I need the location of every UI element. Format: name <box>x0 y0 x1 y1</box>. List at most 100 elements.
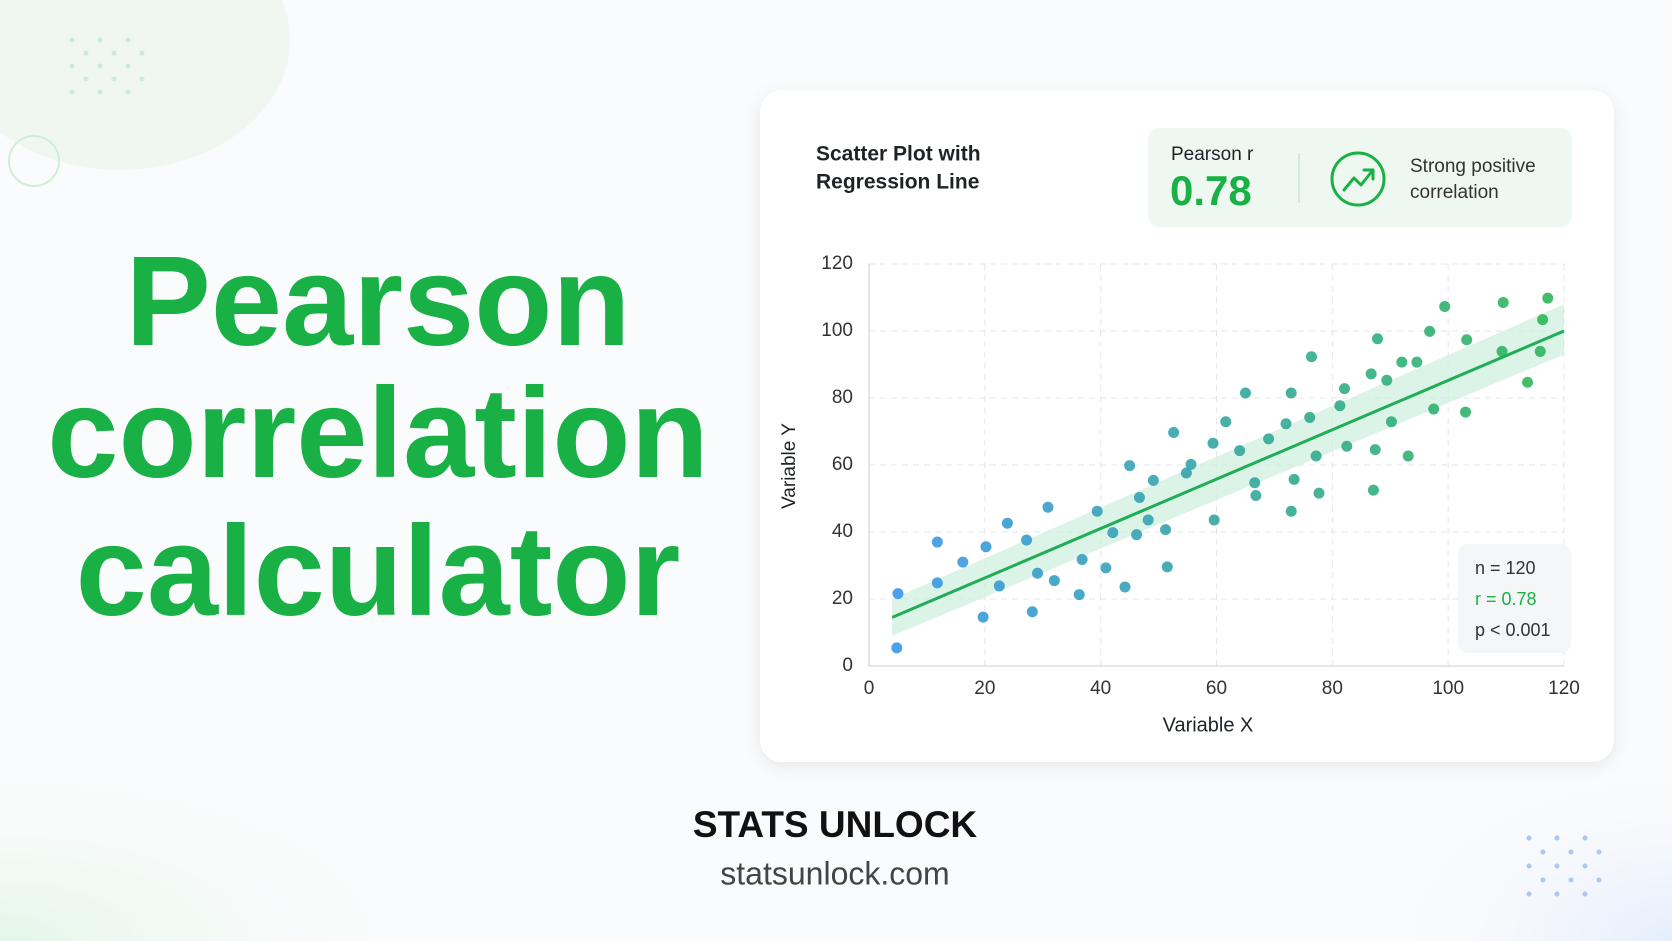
chart-title: Regression Line <box>816 171 979 194</box>
trend-icon <box>1362 168 1375 181</box>
point <box>1073 589 1085 601</box>
dot <box>1582 863 1588 869</box>
point <box>1285 387 1297 399</box>
point <box>1372 333 1384 345</box>
point <box>1133 491 1145 503</box>
dot <box>69 89 75 95</box>
point <box>1185 458 1197 470</box>
point <box>957 556 969 568</box>
trend-icon <box>1330 151 1386 207</box>
dot <box>1526 835 1532 841</box>
dot <box>1526 891 1532 897</box>
point <box>980 541 992 553</box>
point <box>1522 376 1534 388</box>
dot <box>97 89 103 95</box>
point <box>1285 505 1297 517</box>
dot <box>83 50 89 56</box>
point <box>1263 433 1275 445</box>
stat: p < 0.001 <box>1475 620 1551 640</box>
point <box>1341 440 1353 452</box>
point <box>1142 514 1154 526</box>
point <box>1411 356 1423 368</box>
point <box>1119 581 1131 593</box>
point <box>1250 489 1262 501</box>
dot <box>1554 891 1560 897</box>
summary-label: Pearson r <box>1171 144 1254 165</box>
point <box>1496 345 1508 357</box>
point <box>1288 473 1300 485</box>
y-tick-label: 120 <box>821 253 853 274</box>
point <box>1249 477 1261 489</box>
y-tick-label: 100 <box>821 320 853 341</box>
point <box>1026 606 1038 618</box>
dots <box>1526 835 1602 897</box>
point <box>1180 467 1192 479</box>
point <box>1497 297 1509 309</box>
point <box>892 588 904 600</box>
point <box>1107 527 1119 539</box>
y-tick-label: 20 <box>832 588 853 609</box>
dot <box>125 63 131 69</box>
headline-line: calculator <box>76 500 681 643</box>
summary-value: 0.78 <box>1170 167 1252 214</box>
point <box>1367 484 1379 496</box>
dot <box>1582 835 1588 841</box>
point <box>1402 450 1414 462</box>
x-tick-label: 0 <box>864 678 875 699</box>
point <box>1239 387 1251 399</box>
dots <box>69 37 145 95</box>
dot <box>1596 877 1602 883</box>
point <box>977 611 989 623</box>
y-axis-label: Variable Y <box>779 423 800 509</box>
point <box>1048 575 1060 587</box>
dot <box>111 50 117 56</box>
point <box>931 577 943 589</box>
y-tick-label: 60 <box>832 454 853 475</box>
point <box>1313 487 1325 499</box>
dot <box>1540 849 1546 855</box>
point <box>1381 374 1393 386</box>
point <box>993 580 1005 592</box>
point <box>1207 437 1219 449</box>
y-tick-label: 80 <box>832 387 853 408</box>
ring <box>8 135 60 187</box>
dot <box>1596 849 1602 855</box>
point <box>1439 301 1451 313</box>
point <box>1001 517 1013 529</box>
x-tick-label: 40 <box>1090 678 1111 699</box>
dot <box>125 89 131 95</box>
point <box>1042 501 1054 513</box>
point <box>1168 427 1180 439</box>
point <box>891 642 903 654</box>
brand-url: statsunlock.com <box>720 855 949 891</box>
point <box>1460 406 1472 418</box>
x-tick-label: 20 <box>974 678 995 699</box>
point <box>1220 416 1232 428</box>
dot <box>1526 863 1532 869</box>
dot <box>1554 835 1560 841</box>
point <box>1396 356 1408 368</box>
dot <box>139 50 145 56</box>
brand-name: STATS UNLOCK <box>693 804 978 845</box>
y-tick-label: 0 <box>842 655 853 676</box>
summary-box <box>1148 128 1572 227</box>
headline-line: correlation <box>47 362 709 505</box>
blob <box>0 0 290 170</box>
point <box>1365 368 1377 380</box>
trend-icon <box>1342 168 1375 192</box>
dot <box>83 76 89 82</box>
point <box>1021 534 1033 546</box>
dot <box>111 76 117 82</box>
point <box>1305 351 1317 363</box>
point <box>1032 567 1044 579</box>
point <box>1424 325 1436 337</box>
dot <box>1582 891 1588 897</box>
dot <box>97 63 103 69</box>
point <box>1161 561 1173 573</box>
point <box>1428 403 1440 415</box>
point <box>1147 474 1159 486</box>
point <box>1208 514 1220 526</box>
stats-box <box>1458 544 1571 653</box>
point <box>931 536 943 548</box>
